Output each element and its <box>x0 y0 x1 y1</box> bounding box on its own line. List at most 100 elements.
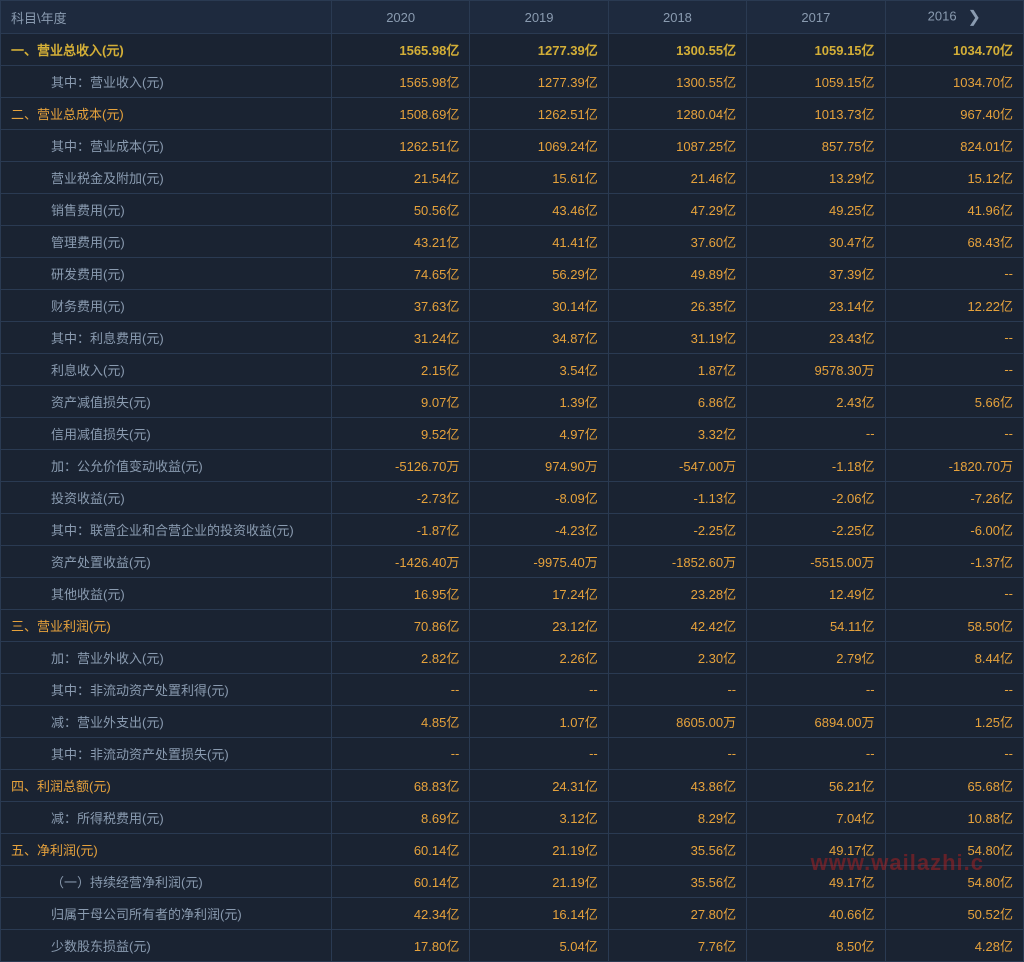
table-row: 减：营业外支出(元)4.85亿1.07亿8605.00万6894.00万1.25… <box>1 706 1024 738</box>
cell-value: 49.17亿 <box>747 834 885 866</box>
row-label: 少数股东损益(元) <box>1 930 332 962</box>
cell-value: 16.95亿 <box>331 578 469 610</box>
cell-value: 2.79亿 <box>747 642 885 674</box>
cell-value: 4.28亿 <box>885 930 1023 962</box>
cell-value: 1565.98亿 <box>331 66 469 98</box>
cell-value: 37.63亿 <box>331 290 469 322</box>
cell-value: 43.86亿 <box>608 770 746 802</box>
cell-value: 13.29亿 <box>747 162 885 194</box>
header-year-4[interactable]: 2016 ❯ <box>885 1 1023 34</box>
cell-value: 1.39亿 <box>470 386 608 418</box>
row-label: 一、营业总收入(元) <box>1 34 332 66</box>
cell-value: -1426.40万 <box>331 546 469 578</box>
cell-value: 8.69亿 <box>331 802 469 834</box>
header-year-4-label: 2016 <box>928 8 957 23</box>
table-row: 二、营业总成本(元)1508.69亿1262.51亿1280.04亿1013.7… <box>1 98 1024 130</box>
table-row: 资产减值损失(元)9.07亿1.39亿6.86亿2.43亿5.66亿 <box>1 386 1024 418</box>
cell-value: -- <box>885 418 1023 450</box>
row-label: 二、营业总成本(元) <box>1 98 332 130</box>
cell-value: 9.52亿 <box>331 418 469 450</box>
cell-value: 9.07亿 <box>331 386 469 418</box>
cell-value: -1.37亿 <box>885 546 1023 578</box>
cell-value: 23.43亿 <box>747 322 885 354</box>
cell-value: 1280.04亿 <box>608 98 746 130</box>
cell-value: 54.11亿 <box>747 610 885 642</box>
cell-value: 1087.25亿 <box>608 130 746 162</box>
row-label: 加：公允价值变动收益(元) <box>1 450 332 482</box>
header-year-1[interactable]: 2019 <box>470 1 608 34</box>
cell-value: -- <box>747 418 885 450</box>
cell-value: 23.12亿 <box>470 610 608 642</box>
cell-value: 50.56亿 <box>331 194 469 226</box>
header-year-0[interactable]: 2020 <box>331 1 469 34</box>
cell-value: 5.04亿 <box>470 930 608 962</box>
cell-value: -5126.70万 <box>331 450 469 482</box>
cell-value: 1.07亿 <box>470 706 608 738</box>
cell-value: 3.32亿 <box>608 418 746 450</box>
header-year-3[interactable]: 2017 <box>747 1 885 34</box>
cell-value: 1034.70亿 <box>885 34 1023 66</box>
cell-value: 60.14亿 <box>331 834 469 866</box>
row-label: 五、净利润(元) <box>1 834 332 866</box>
table-row: 一、营业总收入(元)1565.98亿1277.39亿1300.55亿1059.1… <box>1 34 1024 66</box>
cell-value: 4.85亿 <box>331 706 469 738</box>
cell-value: 7.04亿 <box>747 802 885 834</box>
table-body: 一、营业总收入(元)1565.98亿1277.39亿1300.55亿1059.1… <box>1 34 1024 962</box>
cell-value: 21.19亿 <box>470 834 608 866</box>
row-label: 其中：联营企业和合营企业的投资收益(元) <box>1 514 332 546</box>
cell-value: -7.26亿 <box>885 482 1023 514</box>
cell-value: 30.14亿 <box>470 290 608 322</box>
cell-value: 824.01亿 <box>885 130 1023 162</box>
cell-value: -2.06亿 <box>747 482 885 514</box>
chevron-right-icon[interactable]: ❯ <box>967 7 980 27</box>
table-row: 其中：非流动资产处置利得(元)---------- <box>1 674 1024 706</box>
cell-value: 35.56亿 <box>608 866 746 898</box>
cell-value: 3.54亿 <box>470 354 608 386</box>
cell-value: -2.25亿 <box>747 514 885 546</box>
header-label-col: 科目\年度 <box>1 1 332 34</box>
cell-value: -- <box>885 258 1023 290</box>
cell-value: 2.30亿 <box>608 642 746 674</box>
cell-value: 56.29亿 <box>470 258 608 290</box>
cell-value: 7.76亿 <box>608 930 746 962</box>
table-row: 四、利润总额(元)68.83亿24.31亿43.86亿56.21亿65.68亿 <box>1 770 1024 802</box>
cell-value: 68.83亿 <box>331 770 469 802</box>
cell-value: -9975.40万 <box>470 546 608 578</box>
cell-value: 49.89亿 <box>608 258 746 290</box>
table-row: 减：所得税费用(元)8.69亿3.12亿8.29亿7.04亿10.88亿 <box>1 802 1024 834</box>
row-label: 研发费用(元) <box>1 258 332 290</box>
cell-value: -- <box>747 738 885 770</box>
cell-value: -1852.60万 <box>608 546 746 578</box>
cell-value: 1.87亿 <box>608 354 746 386</box>
header-year-2[interactable]: 2018 <box>608 1 746 34</box>
row-label: 归属于母公司所有者的净利润(元) <box>1 898 332 930</box>
table-row: 其中：营业收入(元)1565.98亿1277.39亿1300.55亿1059.1… <box>1 66 1024 98</box>
table-row: 利息收入(元)2.15亿3.54亿1.87亿9578.30万-- <box>1 354 1024 386</box>
table-row: 其中：营业成本(元)1262.51亿1069.24亿1087.25亿857.75… <box>1 130 1024 162</box>
row-label: 其中：营业收入(元) <box>1 66 332 98</box>
header-row: 科目\年度 2020 2019 2018 2017 2016 ❯ <box>1 1 1024 34</box>
row-label: 减：营业外支出(元) <box>1 706 332 738</box>
row-label: 四、利润总额(元) <box>1 770 332 802</box>
cell-value: -6.00亿 <box>885 514 1023 546</box>
table-row: 其中：联营企业和合营企业的投资收益(元)-1.87亿-4.23亿-2.25亿-2… <box>1 514 1024 546</box>
cell-value: -- <box>885 354 1023 386</box>
cell-value: 10.88亿 <box>885 802 1023 834</box>
cell-value: 54.80亿 <box>885 866 1023 898</box>
cell-value: 1300.55亿 <box>608 66 746 98</box>
cell-value: -1820.70万 <box>885 450 1023 482</box>
cell-value: 65.68亿 <box>885 770 1023 802</box>
cell-value: 1.25亿 <box>885 706 1023 738</box>
table-row: 三、营业利润(元)70.86亿23.12亿42.42亿54.11亿58.50亿 <box>1 610 1024 642</box>
cell-value: -- <box>885 738 1023 770</box>
row-label: 营业税金及附加(元) <box>1 162 332 194</box>
cell-value: -1.18亿 <box>747 450 885 482</box>
cell-value: -- <box>747 674 885 706</box>
cell-value: -547.00万 <box>608 450 746 482</box>
cell-value: 49.17亿 <box>747 866 885 898</box>
cell-value: 17.24亿 <box>470 578 608 610</box>
cell-value: 1277.39亿 <box>470 66 608 98</box>
cell-value: 1262.51亿 <box>470 98 608 130</box>
row-label: 减：所得税费用(元) <box>1 802 332 834</box>
cell-value: 41.96亿 <box>885 194 1023 226</box>
